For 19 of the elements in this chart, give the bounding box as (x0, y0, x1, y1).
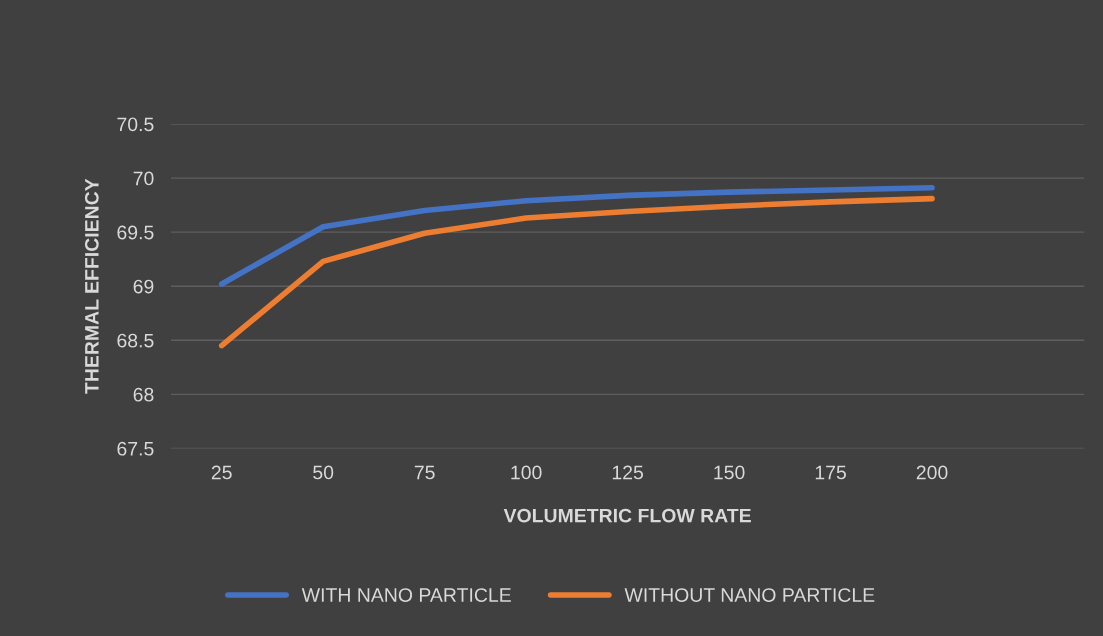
x-tick-label: 150 (714, 465, 745, 480)
y-tick-label: 67.5 (117, 441, 154, 456)
y-tick-label: 70 (133, 171, 154, 186)
x-tick-label: 50 (313, 465, 334, 480)
legend-label: WITH NANO PARTICLE (301, 588, 511, 602)
x-axis-title: VOLUMETRIC FLOW RATE (503, 508, 751, 523)
x-tick-label: 200 (916, 465, 948, 480)
y-tick-label: 69 (133, 279, 154, 294)
y-tick-label: 68.5 (117, 333, 154, 348)
x-tick-label: 100 (511, 465, 542, 480)
x-tick-label: 125 (612, 465, 644, 480)
legend-label: WITHOUT NANO PARTICLE (624, 588, 875, 602)
x-tick-label: 75 (414, 465, 435, 480)
y-tick-label: 70.5 (117, 117, 154, 132)
y-axis-title: THERMAL EFFICIENCY (84, 178, 99, 394)
y-tick-label: 69.5 (117, 225, 154, 240)
x-tick-label: 175 (815, 465, 846, 480)
x-tick-label: 25 (211, 465, 232, 480)
y-tick-label: 68 (133, 387, 154, 402)
